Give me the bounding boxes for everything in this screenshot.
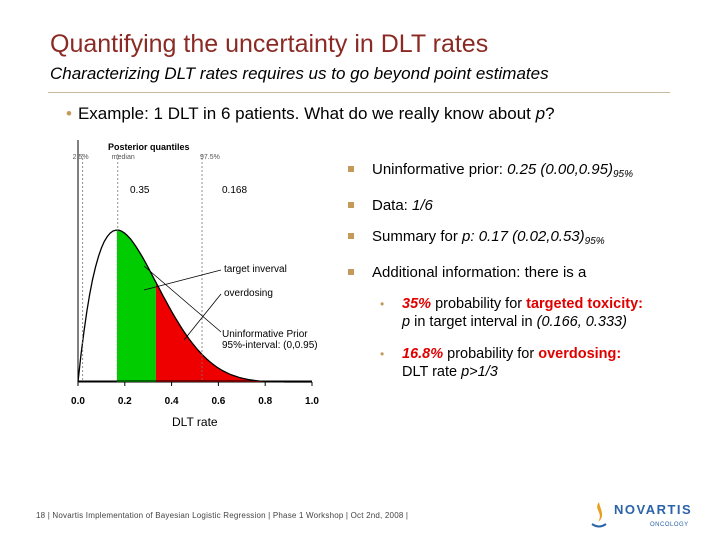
box-value-right: 0.168 [222,185,247,196]
example-text: Example: 1 DLT in 6 patients. What do we… [77,104,531,123]
target-interval-value: (0.166, 0.333) [536,314,627,330]
overdose-mid: probability for [447,346,535,362]
prior-annotation-2: 95%-interval: (0,0.95) [222,340,318,351]
target-interval-area [116,230,156,382]
quantile-label: 2.5% [73,154,89,161]
target-pct: 35% [402,296,432,312]
overdose-pointer [183,293,222,341]
overdose-highlight: overdosing: [538,346,622,362]
x-tick-label: 1.0 [305,396,319,407]
bullet-list: Uninformative prior: 0.25 (0.00,0.95)95%… [348,160,708,395]
logo-text: NOVARTIS [614,502,693,517]
example-var: p [535,104,546,123]
novartis-flame-icon [591,502,607,528]
target-highlight: targeted toxicity: [526,296,643,312]
target-tail: in target interval in [414,314,533,330]
prior-value: 0.25 (0.00,0.95) [507,161,613,178]
summary-label: Summary for [372,228,458,245]
logo-subtext: ONCOLOGY [650,522,689,528]
example-line: • Example: 1 DLT in 6 patients. What do w… [66,104,555,124]
overdose-tail: DLT rate [402,364,458,380]
bullet-data: Data: 1/6 [348,196,708,216]
bullet-additional: Additional information: there is a [348,263,708,283]
prior-pointer [143,265,222,333]
slide-title: Quantifying the uncertainty in DLT rates [50,30,489,58]
subbullet-overdose: • 16.8% probability for overdosing: DLT … [348,345,708,381]
prior-label: Uninformative prior: [372,161,503,178]
overdose-pct: 16.8% [402,346,444,362]
data-value: 1/6 [412,197,433,214]
overdose-annotation: overdosing [224,288,273,299]
square-bullet-icon [348,269,354,275]
x-tick-label: 0.2 [118,396,132,407]
square-bullet-icon [348,202,354,208]
target-pointer [143,269,222,291]
example-end: ? [545,104,555,123]
bullet-prior: Uninformative prior: 0.25 (0.00,0.95)95% [348,160,708,185]
target-annotation: target inverval [224,264,287,275]
quantile-label: 97.5% [200,154,220,161]
target-mid: probability for [435,296,523,312]
summary-var: p: [462,228,475,245]
additional-text: Additional information: there is a [372,264,587,281]
target-var: p [402,314,411,330]
novartis-logo: NOVARTIS ONCOLOGY [588,500,698,534]
square-bullet-icon [348,166,354,172]
prior-annotation-1: Uninformative Prior [222,329,308,340]
subbullet-target: • 35% probability for targeted toxicity:… [348,295,708,331]
slide-footer: 18 | Novartis Implementation of Bayesian… [36,511,409,520]
bullet-dot-icon: • [380,297,385,311]
prior-sub: 95% [612,169,633,180]
x-tick-label: 0.6 [211,396,225,407]
bullet-summary: Summary for p: 0.17 (0.02,0.53)95% [348,227,708,252]
box-value-left: 0.35 [130,185,150,196]
summary-sub: 95% [584,236,605,247]
x-tick-label: 0.4 [165,396,179,407]
posterior-density-chart: Posterior quantiles 2.5% median 97.5% 0.35… [71,140,319,429]
slide-subtitle: Characterizing DLT rates requires us to … [50,64,549,83]
x-tick-label: 0.8 [258,396,272,407]
overdosing-area [155,282,310,382]
x-axis-label: DLT rate [172,415,218,429]
quantile-title: Posterior quantiles [108,142,190,152]
title-divider [48,92,670,93]
bullet-dot-icon: • [66,104,72,123]
x-tick-label: 0.0 [71,396,85,407]
square-bullet-icon [348,233,354,239]
data-label: Data: [372,197,408,214]
overdose-condition: p>1/3 [461,364,498,380]
posterior-curve [77,229,312,383]
bullet-dot-icon: • [380,347,385,361]
summary-value: 0.17 (0.02,0.53) [478,228,585,245]
quantile-label: median [112,154,135,161]
